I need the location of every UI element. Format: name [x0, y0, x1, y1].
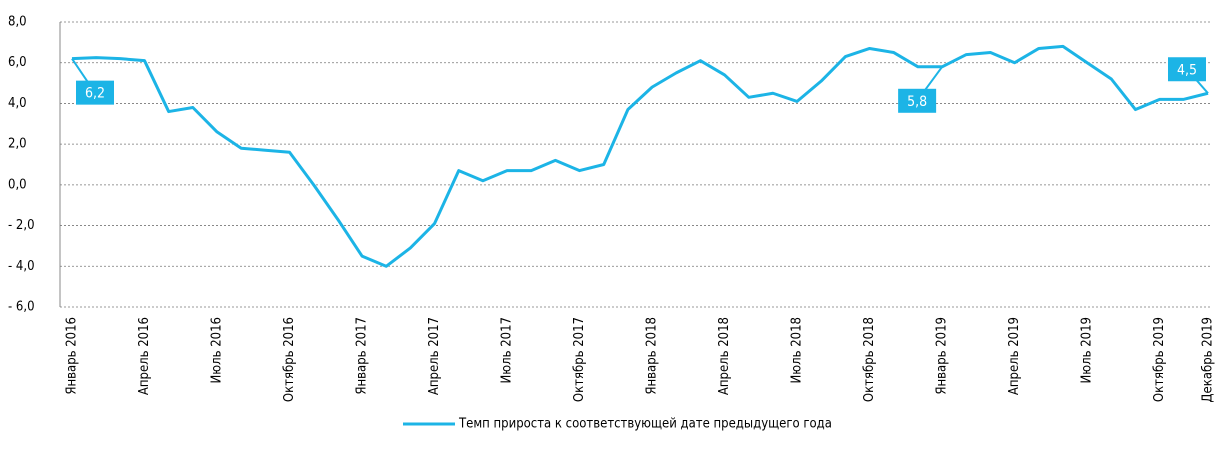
label-box — [1168, 57, 1206, 82]
x-tick-label: Октябрь 2018 — [862, 317, 877, 402]
y-tick-label: 8,0 — [8, 15, 27, 30]
x-tick-label: Июль 2018 — [790, 317, 805, 383]
x-tick-label: Октябрь 2017 — [572, 317, 587, 402]
data-line — [71, 44, 1209, 268]
y-tick-label: - 4,0 — [8, 259, 35, 274]
data-label: 6,2 — [85, 86, 105, 102]
data-label: 4,5 — [1177, 62, 1197, 78]
x-tick-label: Январь 2019 — [935, 317, 950, 395]
y-tick-label: 2,0 — [8, 137, 27, 152]
x-tick-label: Январь 2016 — [65, 317, 80, 395]
y-tick-label: 0,0 — [8, 177, 27, 192]
x-tick-label: Июль 2019 — [1080, 317, 1095, 383]
label-box — [898, 88, 937, 113]
y-tick-label: 6,0 — [8, 55, 27, 70]
x-tick-label: Июль 2017 — [500, 317, 515, 383]
y-tick-label: - 2,0 — [8, 218, 35, 233]
y-tick-label: 4,0 — [8, 96, 27, 111]
x-tick-label: Октябрь 2016 — [282, 317, 297, 402]
x-tick-label: Декабрь 2019 — [1201, 317, 1216, 403]
x-tick-label: Апрель 2019 — [1007, 317, 1022, 395]
x-tick-label: Апрель 2017 — [427, 317, 442, 395]
x-tick-label: Январь 2017 — [355, 317, 370, 395]
x-tick-label: Июль 2016 — [210, 317, 225, 383]
x-tick-label: Январь 2018 — [645, 317, 660, 395]
label-box — [76, 80, 114, 105]
x-tick-label: Октябрь 2019 — [1152, 317, 1167, 402]
x-tick-label: Апрель 2016 — [137, 317, 152, 395]
x-tick-label: Апрель 2018 — [717, 317, 732, 395]
data-label: 5,8 — [907, 94, 927, 110]
y-tick-label: - 6,0 — [8, 300, 35, 315]
legend-label: Темп прироста к соответствующей дате пре… — [458, 417, 832, 432]
